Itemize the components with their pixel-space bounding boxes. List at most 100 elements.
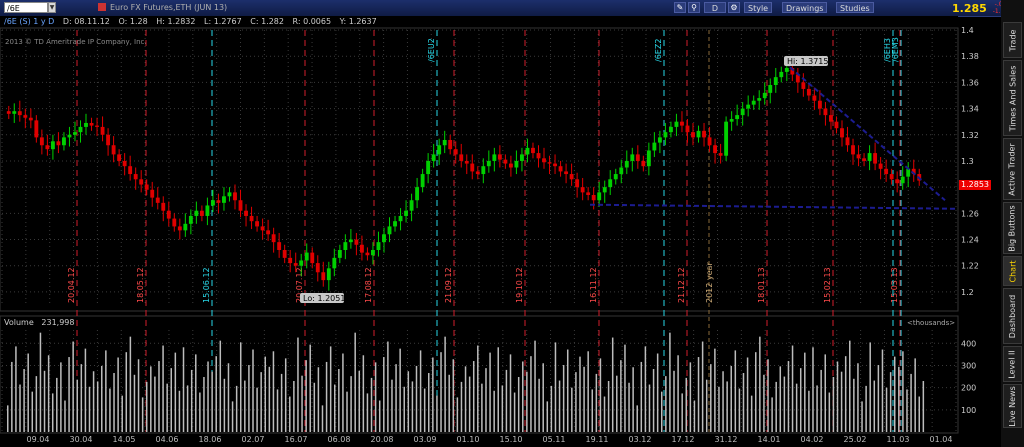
candle-body — [249, 215, 254, 222]
volume-bar — [906, 389, 908, 432]
volume-bar — [150, 366, 152, 432]
volume-tick-label: 100 — [961, 406, 976, 415]
volume-bar — [293, 381, 295, 432]
volume-bar — [399, 348, 401, 432]
studies-button[interactable]: Studies — [836, 2, 874, 13]
volume-bar — [697, 357, 700, 432]
period-button[interactable]: D — [704, 2, 726, 13]
volume-bar — [203, 377, 205, 432]
candle-body — [829, 115, 833, 122]
candle-body — [635, 154, 640, 161]
candle-body — [536, 153, 541, 159]
tab-trade[interactable]: Trade — [1003, 22, 1022, 58]
high-callout-box — [784, 56, 828, 66]
volume-bar — [734, 350, 737, 432]
volume-bar — [477, 345, 479, 432]
volume-bar — [640, 361, 643, 432]
volume-bar — [121, 395, 123, 432]
volume-bar — [39, 332, 42, 432]
candle-body — [216, 200, 221, 203]
volume-bar — [133, 374, 136, 432]
candle-body — [680, 121, 684, 126]
style-button[interactable]: Style — [744, 2, 773, 13]
volume-bar — [812, 347, 814, 432]
candle-body — [371, 250, 375, 256]
volume-bar — [877, 365, 880, 432]
candle-body — [613, 174, 618, 180]
candle-body — [144, 184, 149, 190]
volume-bar — [309, 344, 311, 432]
x-tick-label: 11.03 — [887, 435, 910, 444]
candle-body — [437, 145, 442, 155]
price-chart[interactable]: 1.41.381.361.341.321.31.281.261.241.221.… — [0, 0, 1001, 447]
expiration-label: 18.05.12 — [136, 267, 145, 303]
candle-body — [674, 121, 679, 127]
volume-bar — [338, 369, 340, 432]
volume-bar — [231, 401, 234, 432]
tab-active-trader[interactable]: Active Trader — [1003, 138, 1022, 200]
volume-bar — [501, 385, 504, 432]
volume-bar — [571, 387, 573, 432]
x-tick-label: 01.04 — [930, 435, 953, 444]
candle-body — [166, 210, 171, 219]
zoom-icon[interactable]: ⚲ — [688, 2, 700, 13]
volume-bar — [129, 336, 132, 432]
candle-body — [702, 130, 706, 138]
candle-body — [122, 160, 127, 167]
candle-body — [266, 230, 271, 235]
volume-bar — [554, 342, 557, 432]
tab-chart[interactable]: Chart — [1003, 256, 1022, 286]
style-icon[interactable]: ⚙ — [728, 2, 740, 13]
volume-bar — [264, 356, 267, 432]
x-tick-label: 17.12 — [672, 435, 695, 444]
candle-body — [34, 120, 39, 138]
candle-body — [420, 174, 425, 188]
volume-bar — [509, 354, 512, 432]
volume-bar — [902, 351, 904, 432]
volume-bar — [767, 359, 769, 432]
tab-level-ii[interactable]: Level II — [1003, 346, 1022, 382]
volume-bar — [722, 371, 724, 432]
volume-bar — [808, 390, 810, 432]
candle-body — [23, 115, 28, 118]
symbol-description: Euro FX Futures,ETH (JUN 13) — [110, 3, 228, 12]
volume-bar — [51, 393, 54, 432]
tab-live-news[interactable]: Live News — [1003, 384, 1022, 428]
drawings-button[interactable]: Drawings — [782, 2, 828, 13]
candle-body — [310, 252, 315, 264]
y-tick-label: 1.24 — [961, 236, 979, 245]
volume-bar — [60, 362, 62, 432]
volume-bar — [922, 381, 925, 432]
quote-high: H: 1.2832 — [156, 17, 196, 26]
expiration-label: 20.04.12 — [67, 267, 76, 303]
volume-bar — [395, 364, 397, 432]
volume-bar — [869, 342, 871, 432]
candle-body — [100, 126, 105, 135]
candle-body — [746, 104, 751, 109]
candle-body — [696, 130, 701, 138]
volume-bar — [448, 374, 450, 432]
y-tick-label: 1.38 — [961, 52, 979, 61]
drawing-tool-icon[interactable]: ✎ — [674, 2, 686, 13]
symbol-input[interactable]: /6E — [4, 2, 48, 13]
volume-bar — [342, 353, 344, 432]
volume-bar — [689, 362, 692, 432]
volume-bar — [76, 379, 78, 432]
volume-bar — [628, 382, 630, 432]
tab-big-buttons[interactable]: Big Buttons — [1003, 202, 1022, 254]
volume-bar — [68, 357, 70, 432]
candle-body — [757, 98, 762, 101]
volume-bar — [284, 358, 287, 432]
candle-body — [95, 125, 99, 127]
tab-times-and-sales[interactable]: Times And Sales — [1003, 60, 1022, 136]
volume-bar — [137, 359, 140, 432]
symbol-dropdown-icon[interactable]: ▼ — [48, 2, 56, 13]
expiration-label: 15.02.13 — [823, 267, 832, 303]
tab-dashboard[interactable]: Dashboard — [1003, 288, 1022, 344]
volume-bar — [587, 351, 589, 432]
x-tick-label: 14.01 — [758, 435, 781, 444]
volume-bar — [174, 352, 177, 432]
volume-bar — [227, 363, 230, 432]
candle-body — [889, 174, 894, 180]
candle-body — [227, 192, 232, 197]
